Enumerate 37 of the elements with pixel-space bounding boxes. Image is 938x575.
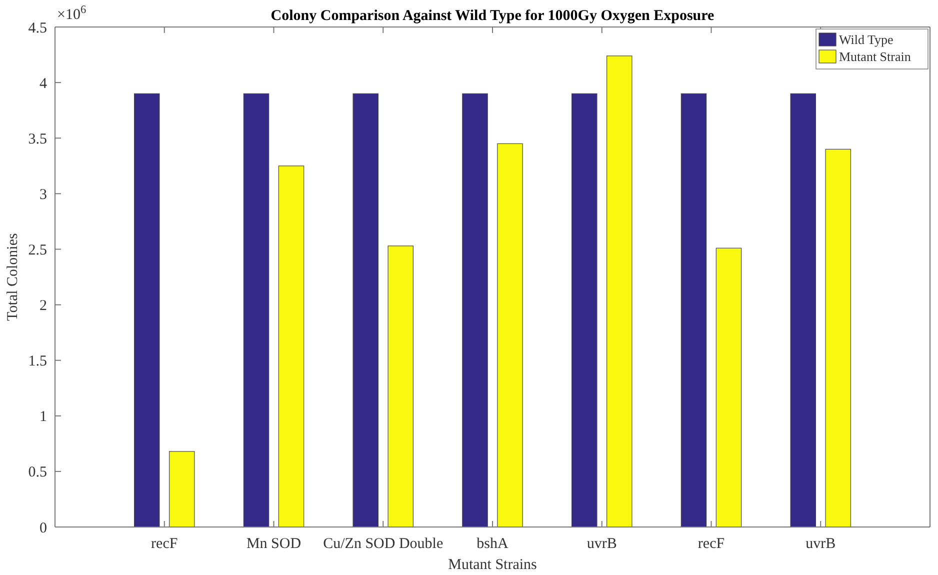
x-tick-label: bshA <box>476 536 508 552</box>
y-tick-label: 1 <box>40 409 47 426</box>
bar <box>497 143 523 528</box>
bar <box>825 148 852 528</box>
bar <box>388 246 414 528</box>
bar <box>606 56 632 528</box>
x-tick-label: Mn SOD <box>246 536 302 552</box>
bar <box>571 93 598 528</box>
x-tick-label: recF <box>698 536 725 552</box>
bar <box>790 93 816 528</box>
x-tick-label: uvrB <box>806 536 836 552</box>
x-tick-label: uvrB <box>586 536 617 552</box>
y-tick-label: 0.5 <box>28 464 47 481</box>
x-tick-label: recF <box>151 536 178 552</box>
y-tick-label: 3 <box>40 186 47 203</box>
legend-label: Wild Type <box>839 32 894 47</box>
y-tick-label: 0 <box>40 520 47 536</box>
bar <box>462 93 488 528</box>
bar <box>278 166 304 528</box>
y-tick-label: 2 <box>40 298 47 314</box>
y-tick-label: 1.5 <box>28 354 47 370</box>
y-tick-label: 2.5 <box>28 242 47 258</box>
x-tick-label: Cu/Zn SOD Double <box>323 536 444 552</box>
bar <box>243 93 270 528</box>
bar <box>168 451 195 528</box>
legend-label: Mutant Strain <box>839 49 912 64</box>
chart-title: Colony Comparison Against Wild Type for 1000Gy Oxygen Exposure <box>270 8 715 24</box>
y-tick-label: 3.5 <box>28 131 47 148</box>
y-tick-label: 4 <box>40 76 48 92</box>
bar <box>134 93 160 528</box>
bar <box>680 93 707 528</box>
y-axis-title: Total Colonies <box>5 232 21 321</box>
bar <box>352 93 379 528</box>
x-axis-title: Mutant Strains <box>448 557 538 573</box>
y-tick-label: 4.5 <box>28 20 47 36</box>
text: ×10$^{6}$ <box>57 4 86 23</box>
bar <box>716 248 742 528</box>
